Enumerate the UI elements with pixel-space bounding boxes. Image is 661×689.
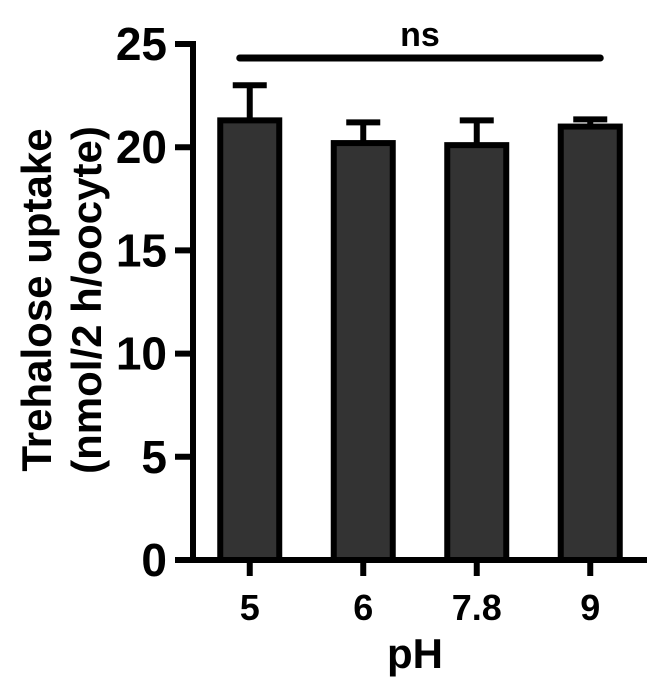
x-tick-label: 6 [353,587,373,628]
x-axis-title: pH [387,630,443,677]
x-tick-label: 5 [240,587,260,628]
y-tick-label: 5 [141,431,167,483]
y-tick-label: 0 [141,534,167,586]
bar [444,142,510,564]
x-tick-label: 7.8 [452,587,502,628]
significance-label: ns [400,16,440,54]
y-axis-title-line1: Trehalose uptake [13,128,60,471]
y-tick-label: 10 [116,328,167,380]
y-tick-label: 25 [116,18,167,70]
x-tick-label: 9 [580,587,600,628]
bar [217,117,283,563]
bar [330,140,396,564]
y-axis-title-line2: (nmol/2 h/oocyte) [63,126,110,474]
y-tick-label: 15 [116,224,167,276]
y-tick-label: 20 [116,121,167,173]
bar [557,123,623,563]
